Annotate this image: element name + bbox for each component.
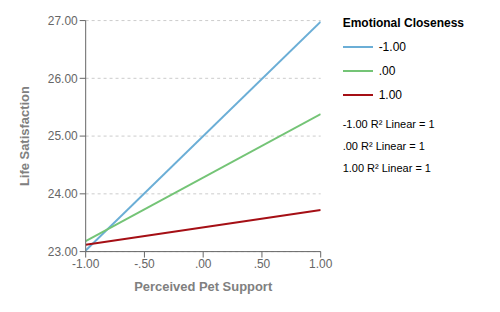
svg-text:.50: .50	[254, 257, 271, 271]
svg-text:-1.00: -1.00	[72, 257, 100, 271]
svg-text:1.00: 1.00	[309, 257, 333, 271]
html-text:1.00 R² Linear = 1: 1.00 R² Linear = 1	[342, 162, 431, 174]
html-text:-1.00 R² Linear = 1: -1.00 R² Linear = 1	[342, 118, 435, 130]
html-text:Emotional Closeness: Emotional Closeness	[342, 16, 464, 30]
svg-text:-.50: -.50	[134, 257, 155, 271]
html-text:-1.00: -1.00	[378, 40, 406, 54]
html-text:1.00: 1.00	[378, 88, 402, 102]
html-text:.00 R² Linear = 1: .00 R² Linear = 1	[342, 140, 425, 152]
svg-text:27.00: 27.00	[48, 14, 78, 28]
svg-text:23.00: 23.00	[48, 245, 78, 259]
svg-text:25.00: 25.00	[48, 129, 78, 143]
svg-text:.00: .00	[195, 257, 212, 271]
svg-text:Perceived Pet Support: Perceived Pet Support	[134, 279, 273, 294]
svg-text:26.00: 26.00	[48, 72, 78, 86]
svg-text:24.00: 24.00	[48, 187, 78, 201]
svg-text:Life Satisfaction: Life Satisfaction	[17, 86, 32, 186]
html-text:.00: .00	[378, 64, 396, 78]
